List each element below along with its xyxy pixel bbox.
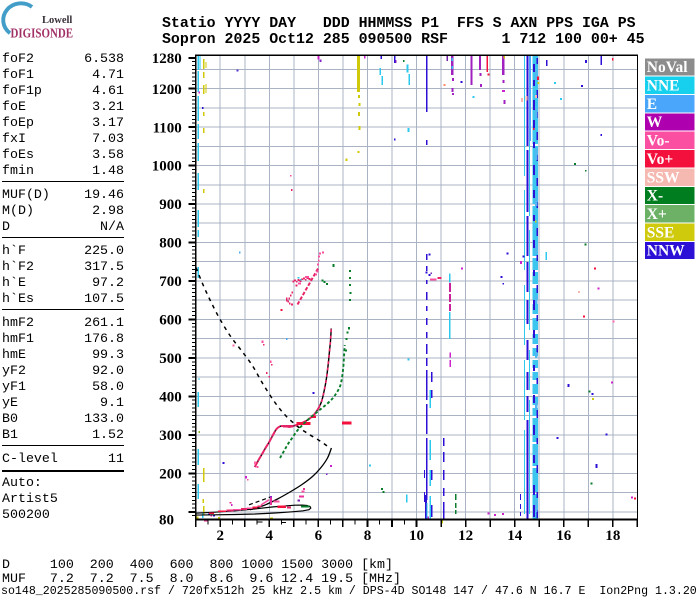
svg-text:1000: 1000 [152, 159, 182, 175]
svg-text:SSW: SSW [647, 169, 680, 186]
svg-text:E: E [647, 96, 657, 113]
svg-text:14: 14 [507, 528, 523, 544]
svg-text:SSE: SSE [647, 224, 675, 241]
svg-text:6: 6 [315, 528, 323, 544]
svg-text:1100: 1100 [153, 120, 182, 136]
svg-text:200: 200 [159, 467, 182, 483]
svg-text:NNE: NNE [647, 78, 680, 95]
svg-text:NoVal: NoVal [647, 59, 688, 76]
svg-text:10: 10 [409, 528, 424, 544]
svg-text:2: 2 [216, 528, 224, 544]
svg-text:500: 500 [159, 351, 182, 367]
svg-text:400: 400 [159, 390, 182, 406]
svg-text:X+: X+ [647, 206, 667, 223]
svg-text:NNW: NNW [647, 243, 685, 260]
svg-text:80: 80 [159, 512, 174, 528]
svg-text:Vo+: Vo+ [647, 151, 674, 168]
svg-text:4: 4 [266, 528, 274, 544]
svg-text:Vo-: Vo- [647, 133, 670, 150]
svg-text:800: 800 [159, 236, 182, 252]
svg-text:900: 900 [159, 197, 182, 213]
svg-text:Lowell: Lowell [42, 15, 72, 26]
svg-text:1280: 1280 [152, 51, 182, 67]
svg-text:16: 16 [556, 528, 572, 544]
svg-text:700: 700 [159, 274, 182, 290]
svg-text:18: 18 [605, 528, 620, 544]
svg-text:300: 300 [159, 428, 182, 444]
svg-text:1200: 1200 [152, 82, 182, 98]
svg-text:X-: X- [647, 188, 663, 205]
svg-text:12: 12 [458, 528, 473, 544]
svg-text:8: 8 [364, 528, 372, 544]
svg-text:W: W [647, 114, 663, 131]
svg-text:600: 600 [159, 313, 182, 329]
svg-text:DIGISONDE: DIGISONDE [11, 26, 74, 41]
